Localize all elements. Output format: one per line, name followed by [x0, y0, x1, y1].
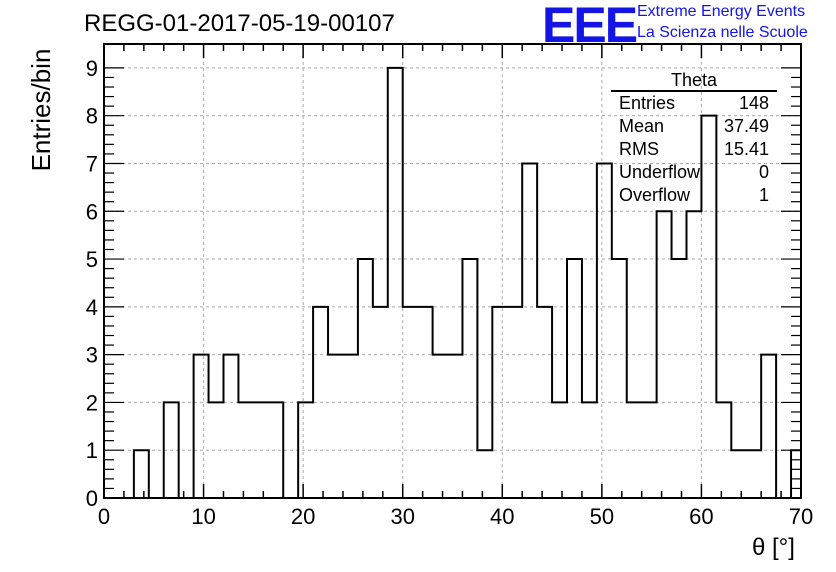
y-tick-label: 4	[86, 295, 98, 320]
y-tick-label: 3	[86, 343, 98, 368]
stats-label: RMS	[619, 139, 659, 159]
stats-value: 37.49	[723, 116, 769, 136]
x-tick-label: 20	[291, 504, 315, 529]
stats-row-overflow: Overflow 1	[609, 184, 777, 207]
y-axis-label: Entries/bin	[26, 48, 56, 172]
histogram-bin	[388, 68, 403, 498]
stats-value: 15.41	[723, 139, 769, 159]
brand-line-1: Extreme Energy Events	[637, 3, 806, 20]
histogram-bin	[328, 355, 343, 498]
y-tick-label: 2	[86, 390, 98, 415]
stats-value: 148	[738, 93, 769, 113]
chart-title: REGG-01-2017-05-19-00107	[84, 10, 395, 37]
brand-line-2: La Scienza nelle Scuole	[637, 24, 808, 41]
histogram-outline	[104, 66, 801, 499]
y-tick-label: 1	[86, 438, 98, 463]
x-tick-label: 50	[590, 504, 614, 529]
histogram-bin	[209, 402, 224, 498]
x-tick-label: 70	[789, 504, 813, 529]
eee-logo: EEE	[542, 0, 638, 53]
histogram-bin	[731, 450, 746, 498]
stats-label: Underflow	[619, 162, 701, 182]
histogram-bin	[448, 355, 463, 498]
x-tick-label: 30	[390, 504, 414, 529]
histogram-bin	[238, 402, 253, 498]
plot-frame	[103, 43, 802, 499]
stats-value: 1	[758, 185, 769, 205]
y-tick-label: 8	[86, 104, 98, 129]
x-axis-label: θ [°]	[752, 534, 795, 561]
histogram-bin	[462, 259, 477, 498]
histogram-bin	[522, 163, 537, 498]
y-tick-label: 7	[86, 151, 98, 176]
histogram-bin	[134, 450, 149, 498]
histogram-bin	[433, 355, 448, 498]
stats-label: Overflow	[619, 185, 691, 205]
stats-row-underflow: Underflow 0	[609, 161, 777, 184]
stats-row-rms: RMS 15.41	[609, 138, 777, 161]
x-tick-label: 60	[689, 504, 713, 529]
histogram-bin	[194, 355, 209, 498]
stats-label: Entries	[619, 93, 676, 113]
x-tick-label: 40	[490, 504, 514, 529]
histogram-bin	[791, 450, 801, 498]
grid-lines	[104, 44, 801, 498]
y-tick-label: 0	[86, 486, 98, 511]
histogram-bars	[104, 66, 801, 499]
histogram-bin	[746, 450, 761, 498]
y-tick-label: 9	[86, 56, 98, 81]
stats-row-entries: Entries 148	[609, 92, 777, 115]
histogram-bin	[358, 259, 373, 498]
y-tick-label: 6	[86, 199, 98, 224]
x-tick-label: 10	[191, 504, 215, 529]
stats-title: Theta	[611, 70, 777, 92]
axis-ticks	[103, 44, 802, 499]
histogram-bin	[343, 355, 358, 498]
histogram-bin	[761, 355, 776, 498]
histogram-bin	[597, 163, 612, 498]
y-tick-label: 5	[86, 247, 98, 272]
histogram-bin	[612, 259, 627, 498]
stats-box: Theta Entries 148 Mean 37.49 RMS 15.41 U…	[609, 70, 777, 207]
stats-label: Mean	[619, 116, 665, 136]
histogram-bin	[477, 450, 492, 498]
histogram-bin	[223, 355, 238, 498]
histogram-bin	[672, 259, 687, 498]
x-tick-label: 0	[98, 504, 110, 529]
histogram-bin	[642, 402, 657, 498]
stats-value: 0	[758, 162, 769, 182]
histogram-bin	[567, 259, 582, 498]
stats-row-mean: Mean 37.49	[609, 115, 777, 138]
